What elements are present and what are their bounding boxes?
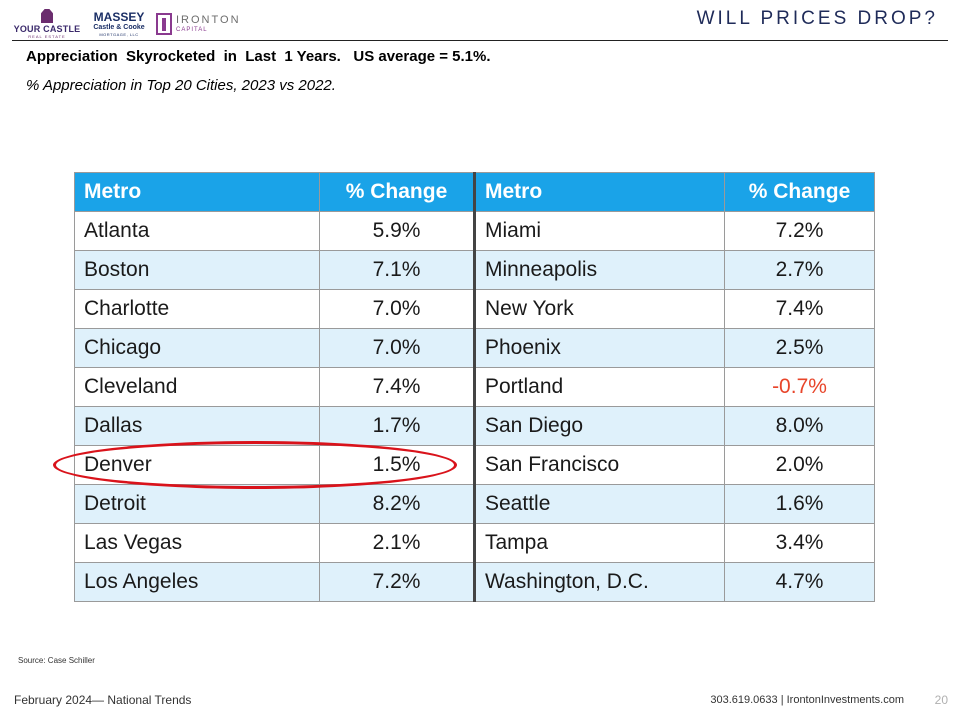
table-row: Las Vegas 2.1% Tampa 3.4% (74, 523, 875, 563)
metro-cell: New York (474, 289, 725, 329)
metro-cell: Chicago (74, 328, 320, 368)
change-cell: 2.7% (724, 250, 875, 290)
table-body: Atlanta 5.9% Miami 7.2% Boston 7.1% Minneapoli… (74, 211, 875, 602)
metro-cell: San Diego (474, 406, 725, 446)
change-cell: 5.9% (319, 211, 476, 251)
change-cell: 7.0% (319, 328, 476, 368)
metro-cell: Dallas (74, 406, 320, 446)
change-cell: 2.1% (319, 523, 476, 563)
subheadline: % Appreciation in Top 20 Cities, 2023 vs… (26, 77, 336, 94)
metro-cell: Charlotte (74, 289, 320, 329)
column-header-metro: Metro (74, 172, 320, 212)
metro-cell: Tampa (474, 523, 725, 563)
metro-cell: Cleveland (74, 367, 320, 407)
table-row: Atlanta 5.9% Miami 7.2% (74, 211, 875, 251)
ironton-logo-line1: IRONTON (176, 14, 241, 26)
table-row: Dallas 1.7% San Diego 8.0% (74, 406, 875, 446)
castle-icon (41, 9, 53, 23)
massey-logo-line1: MASSEY (93, 10, 145, 24)
metro-cell: Minneapolis (474, 250, 725, 290)
change-cell: 8.2% (319, 484, 476, 524)
your-castle-logo-tagline: REAL ESTATE (28, 34, 66, 39)
table-row: Chicago 7.0% Phoenix 2.5% (74, 328, 875, 368)
change-cell: 2.5% (724, 328, 875, 368)
change-cell: 4.7% (724, 562, 875, 602)
page-number: 20 (934, 693, 948, 707)
metro-cell: Phoenix (474, 328, 725, 368)
change-cell: 1.6% (724, 484, 875, 524)
ironton-mark-icon (156, 13, 172, 35)
change-cell: 7.1% (319, 250, 476, 290)
table-row: Charlotte 7.0% New York 7.4% (74, 289, 875, 329)
header-divider (12, 40, 948, 41)
change-cell: 1.7% (319, 406, 476, 446)
table-header-row: Metro % Change Metro % Change (74, 172, 875, 212)
metro-cell: Detroit (74, 484, 320, 524)
change-cell: 7.4% (724, 289, 875, 329)
massey-logo-line2: Castle & Cooke (93, 24, 145, 31)
metro-cell: Washington, D.C. (474, 562, 725, 602)
ironton-logo: IRONTON CAPITAL (156, 13, 241, 35)
footer-contact: 303.619.0633 | IrontonInvestments.com (710, 694, 904, 706)
change-cell: 7.2% (724, 211, 875, 251)
table-row: Los Angeles 7.2% Washington, D.C. 4.7% (74, 562, 875, 602)
metro-cell: Seattle (474, 484, 725, 524)
column-header-change: % Change (724, 172, 875, 212)
metro-cell: Las Vegas (74, 523, 320, 563)
header-logos: YOUR CASTLE REAL ESTATE MASSEY Castle & … (12, 8, 241, 40)
denver-highlight-ring (53, 441, 457, 489)
headline: Appreciation Skyrocketed in Last 1 Years… (26, 48, 491, 65)
change-cell: 3.4% (724, 523, 875, 563)
massey-logo-line3: MORTGAGE, LLC (99, 32, 139, 37)
metro-cell: Portland (474, 367, 725, 407)
your-castle-logo-name: YOUR CASTLE (13, 24, 81, 34)
metro-cell: San Francisco (474, 445, 725, 485)
column-header-change: % Change (319, 172, 476, 212)
metro-cell: Boston (74, 250, 320, 290)
change-cell: -0.7% (724, 367, 875, 407)
footer-date: February 2024— National Trends (14, 693, 192, 707)
ironton-logo-line2: CAPITAL (176, 27, 208, 33)
table-row: Detroit 8.2% Seattle 1.6% (74, 484, 875, 524)
table-row: Boston 7.1% Minneapolis 2.7% (74, 250, 875, 290)
change-cell: 7.4% (319, 367, 476, 407)
your-castle-logo: YOUR CASTLE REAL ESTATE (12, 9, 82, 39)
metro-cell: Los Angeles (74, 562, 320, 602)
change-cell: 7.0% (319, 289, 476, 329)
slide-title: WILL PRICES DROP? (696, 8, 938, 29)
table-row: Cleveland 7.4% Portland -0.7% (74, 367, 875, 407)
change-cell: 8.0% (724, 406, 875, 446)
change-cell: 7.2% (319, 562, 476, 602)
change-cell: 2.0% (724, 445, 875, 485)
column-header-metro: Metro (474, 172, 725, 212)
metro-cell: Miami (474, 211, 725, 251)
massey-logo: MASSEY Castle & Cooke MORTGAGE, LLC (90, 11, 148, 37)
source-note: Source: Case Schiller (18, 656, 95, 665)
metro-cell: Atlanta (74, 211, 320, 251)
appreciation-table: Metro % Change Metro % Change Atlanta 5.9… (74, 172, 875, 604)
